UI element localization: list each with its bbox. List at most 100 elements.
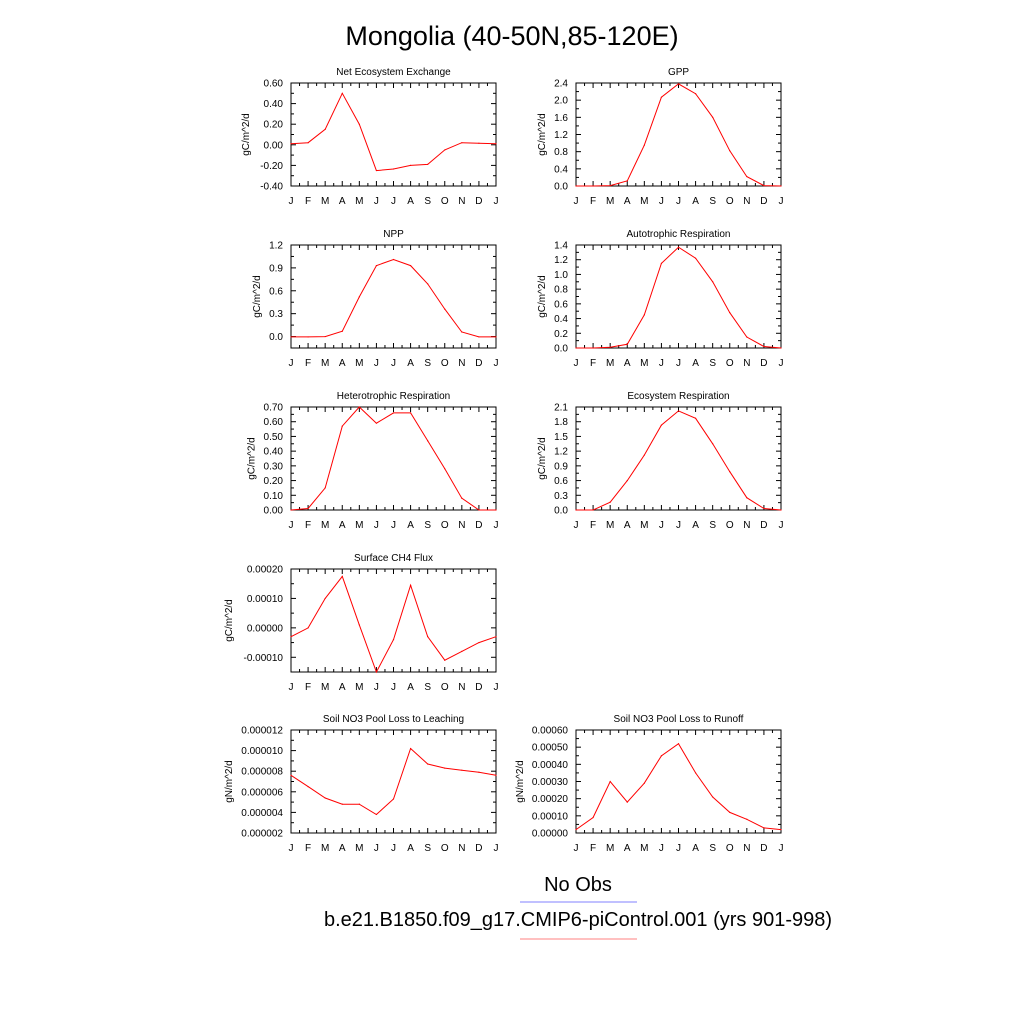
data-point xyxy=(694,93,697,95)
series-line xyxy=(291,258,496,338)
data-point xyxy=(358,406,360,408)
x-tick-label: A xyxy=(407,358,414,369)
x-tick-label: J xyxy=(659,196,664,207)
data-point xyxy=(575,509,577,511)
data-point xyxy=(592,509,594,511)
data-point xyxy=(375,169,378,172)
y-tick-label: 0.00 xyxy=(264,506,284,517)
y-tick-label: 0.30 xyxy=(264,461,284,472)
x-tick-label: N xyxy=(458,358,465,369)
x-tick-label: M xyxy=(321,358,329,369)
y-tick-label: 0.3 xyxy=(269,309,283,320)
x-tick-label: O xyxy=(726,358,734,369)
data-point xyxy=(729,471,731,473)
data-point xyxy=(358,296,360,298)
data-point xyxy=(427,763,429,765)
x-tick-label: O xyxy=(726,520,734,531)
data-point xyxy=(375,813,378,816)
x-tick-label: N xyxy=(458,682,465,693)
data-point xyxy=(746,175,748,178)
y-tick-label: 0.20 xyxy=(264,476,284,487)
data-point xyxy=(409,747,412,750)
y-tick-label: 2.1 xyxy=(554,403,568,414)
y-axis-label: gC/m^2/d xyxy=(224,599,235,642)
x-tick-label: J xyxy=(659,843,664,854)
x-tick-label: D xyxy=(760,520,767,531)
y-axis-label: gC/m^2/d xyxy=(241,113,252,156)
panel-title: Soil NO3 Pool Loss to Leaching xyxy=(323,714,464,725)
data-point xyxy=(409,412,412,414)
y-tick-label: 0.000004 xyxy=(241,808,283,819)
panel-title: Soil NO3 Pool Loss to Runoff xyxy=(614,714,744,725)
panel-title: Autotrophic Respiration xyxy=(627,229,731,240)
x-tick-label: J xyxy=(659,520,664,531)
data-point xyxy=(592,816,594,819)
data-point xyxy=(307,627,309,629)
y-tick-label: 1.4 xyxy=(554,241,568,252)
data-point xyxy=(444,149,446,151)
data-point xyxy=(592,347,594,349)
y-tick-label: 0.40 xyxy=(264,99,284,110)
x-tick-label: S xyxy=(424,843,431,854)
x-tick-label: J xyxy=(374,196,379,207)
x-tick-label: J xyxy=(391,358,396,369)
x-tick-label: M xyxy=(321,843,329,854)
y-tick-label: 0.4 xyxy=(554,314,568,325)
x-tick-label: D xyxy=(475,682,482,693)
x-tick-label: A xyxy=(339,520,346,531)
x-tick-label: J xyxy=(779,358,784,369)
x-tick-label: F xyxy=(305,843,311,854)
y-tick-label: 0.6 xyxy=(269,286,283,297)
y-tick-label: 0.8 xyxy=(554,147,568,158)
data-point xyxy=(495,509,497,511)
data-point xyxy=(307,142,309,144)
data-point xyxy=(392,639,395,641)
y-tick-label: 1.2 xyxy=(269,241,283,252)
y-tick-label: -0.40 xyxy=(260,182,283,193)
data-point xyxy=(392,168,395,170)
data-point xyxy=(375,265,378,267)
x-tick-label: M xyxy=(321,520,329,531)
data-point xyxy=(375,671,378,673)
y-tick-label: 2.0 xyxy=(554,96,568,107)
x-tick-label: O xyxy=(726,843,734,854)
x-tick-label: J xyxy=(289,843,294,854)
x-tick-label: S xyxy=(424,682,431,693)
data-point xyxy=(746,336,748,338)
y-tick-label: 0.00000 xyxy=(532,829,569,840)
data-point xyxy=(626,801,628,803)
data-point xyxy=(712,443,714,445)
x-tick-label: A xyxy=(407,196,414,207)
data-point xyxy=(307,786,309,788)
data-point xyxy=(694,257,697,259)
data-point xyxy=(461,650,463,653)
legend: No Obs b.e21.B1850.f09_g17.CMIP6-piContr… xyxy=(324,874,832,940)
y-tick-label: 0.6 xyxy=(554,299,568,310)
data-point xyxy=(780,509,782,511)
x-tick-label: J xyxy=(574,520,579,531)
data-point xyxy=(290,509,292,511)
y-tick-label: 0.3 xyxy=(554,491,568,502)
series-line xyxy=(576,83,782,187)
y-tick-label: 0.00000 xyxy=(247,623,284,634)
y-tick-label: 0.60 xyxy=(264,79,284,90)
series-line xyxy=(290,575,497,674)
x-tick-label: J xyxy=(494,520,499,531)
legend-label-model: b.e21.B1850.f09_g17.CMIP6-piControl.001 … xyxy=(324,909,832,931)
x-tick-label: J xyxy=(289,358,294,369)
x-tick-label: O xyxy=(441,843,449,854)
x-tick-label: F xyxy=(590,196,596,207)
data-point xyxy=(495,143,497,145)
x-tick-label: S xyxy=(424,196,431,207)
plot-frame xyxy=(575,244,782,349)
data-point xyxy=(495,774,497,776)
x-tick-label: N xyxy=(458,520,465,531)
y-tick-label: 0.000008 xyxy=(241,767,283,778)
x-tick-label: M xyxy=(355,358,363,369)
series-line xyxy=(576,246,782,349)
